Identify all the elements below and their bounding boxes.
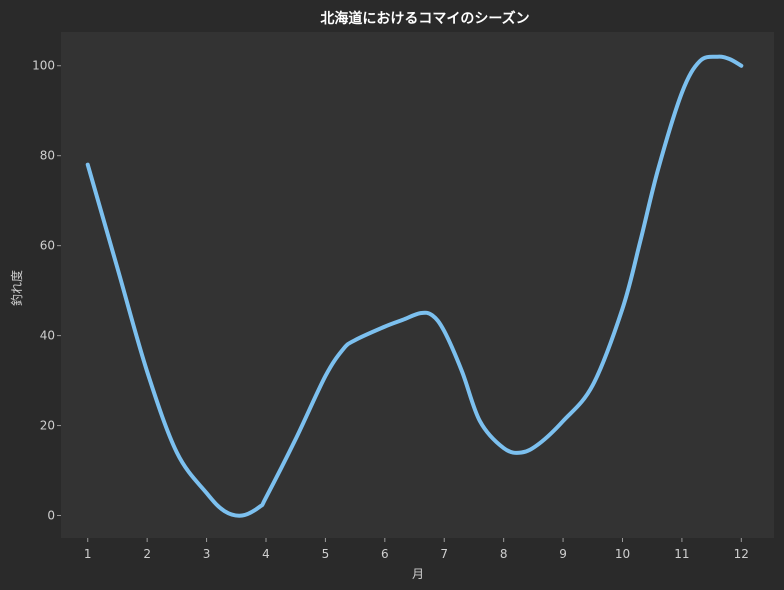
x-tick-label: 5 (322, 547, 330, 561)
x-tick-label: 9 (559, 547, 567, 561)
x-axis: 1 2 3 4 5 6 7 8 9 10 11 12 (84, 538, 749, 561)
x-tick-label: 11 (674, 547, 689, 561)
x-tick-label: 4 (262, 547, 270, 561)
plot-area (61, 32, 774, 538)
y-tick-label: 20 (40, 419, 55, 433)
x-tick-label: 2 (143, 547, 151, 561)
y-tick-label: 40 (40, 329, 55, 343)
x-tick-label: 8 (500, 547, 508, 561)
x-tick-label: 12 (734, 547, 749, 561)
y-axis: 0 20 40 60 80 100 (32, 59, 61, 523)
x-tick-label: 3 (203, 547, 211, 561)
x-tick-label: 10 (615, 547, 630, 561)
series-line (85, 54, 744, 518)
y-tick-label: 80 (40, 149, 55, 163)
x-tick-label: 7 (440, 547, 448, 561)
y-axis-label: 釣れ度 (9, 270, 24, 306)
y-tick-label: 60 (40, 239, 55, 253)
y-tick-label: 100 (32, 59, 55, 73)
y-tick-label: 0 (47, 509, 55, 523)
chart-title: 北海道におけるコマイのシーズン (320, 10, 529, 27)
x-axis-label: 月 (412, 567, 424, 581)
x-tick-label: 1 (84, 547, 92, 561)
x-tick-label: 6 (381, 547, 389, 561)
